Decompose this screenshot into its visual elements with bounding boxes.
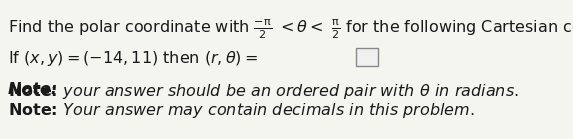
Text: Find the polar coordinate with $\mathregular{\frac{-\pi}{2}}$ $<\theta<$ $\mathr: Find the polar coordinate with $\mathreg… [8, 17, 573, 41]
Text: If $(x, y) = (-14, 11)$ then $(r, \theta) =$: If $(x, y) = (-14, 11)$ then $(r, \theta… [8, 49, 258, 68]
Text: Note: $\it{your\ answer\ should\ be\ an\ ordered\ pair\ with}$ $\it{\theta}$$\it: Note: $\it{your\ answer\ should\ be\ an\… [8, 82, 519, 101]
Text: Note: $\it{Your\ answer\ may\ contain\ decimals\ in\ this\ problem.}$: Note: $\it{Your\ answer\ may\ contain\ d… [8, 101, 474, 120]
Text: Note:: Note: [8, 82, 63, 97]
FancyBboxPatch shape [356, 48, 378, 66]
